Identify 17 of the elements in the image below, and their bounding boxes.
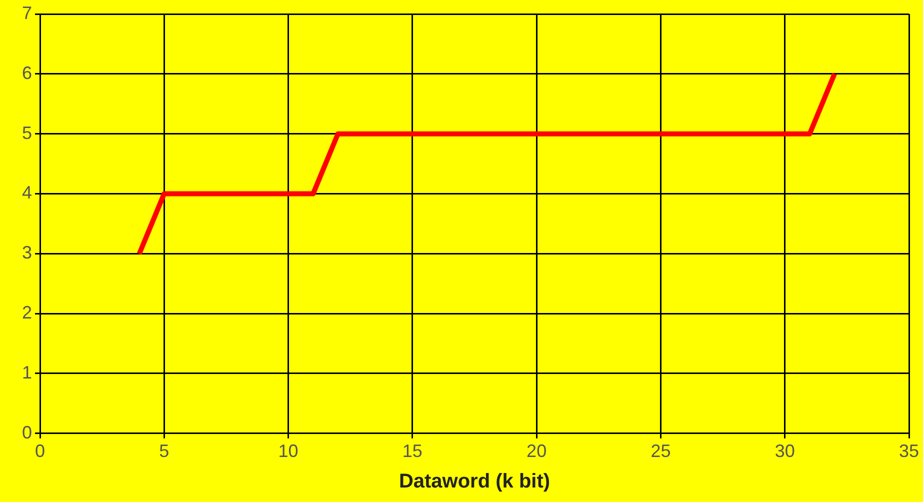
x-tick-label: 20 <box>526 441 547 462</box>
y-tick-label: 3 <box>22 242 32 263</box>
x-tick-label: 10 <box>278 441 298 462</box>
x-tick-label: 15 <box>402 441 422 462</box>
y-tick-label: 5 <box>22 122 32 143</box>
y-tick-label: 4 <box>22 182 32 203</box>
y-tick-label: 0 <box>22 422 32 442</box>
x-tick-label: 5 <box>159 441 170 462</box>
x-axis-title: Dataword (k bit) <box>398 470 550 493</box>
x-tick-label: 30 <box>774 441 795 462</box>
y-tick-label: 1 <box>22 362 32 382</box>
x-tick-label: 35 <box>898 441 920 462</box>
y-tick-label: 6 <box>22 62 32 83</box>
y-tick-label: 2 <box>22 302 32 323</box>
x-tick-label: 25 <box>650 441 671 462</box>
y-tick-label: 7 <box>22 2 32 23</box>
x-tick-label: 0 <box>34 441 46 462</box>
